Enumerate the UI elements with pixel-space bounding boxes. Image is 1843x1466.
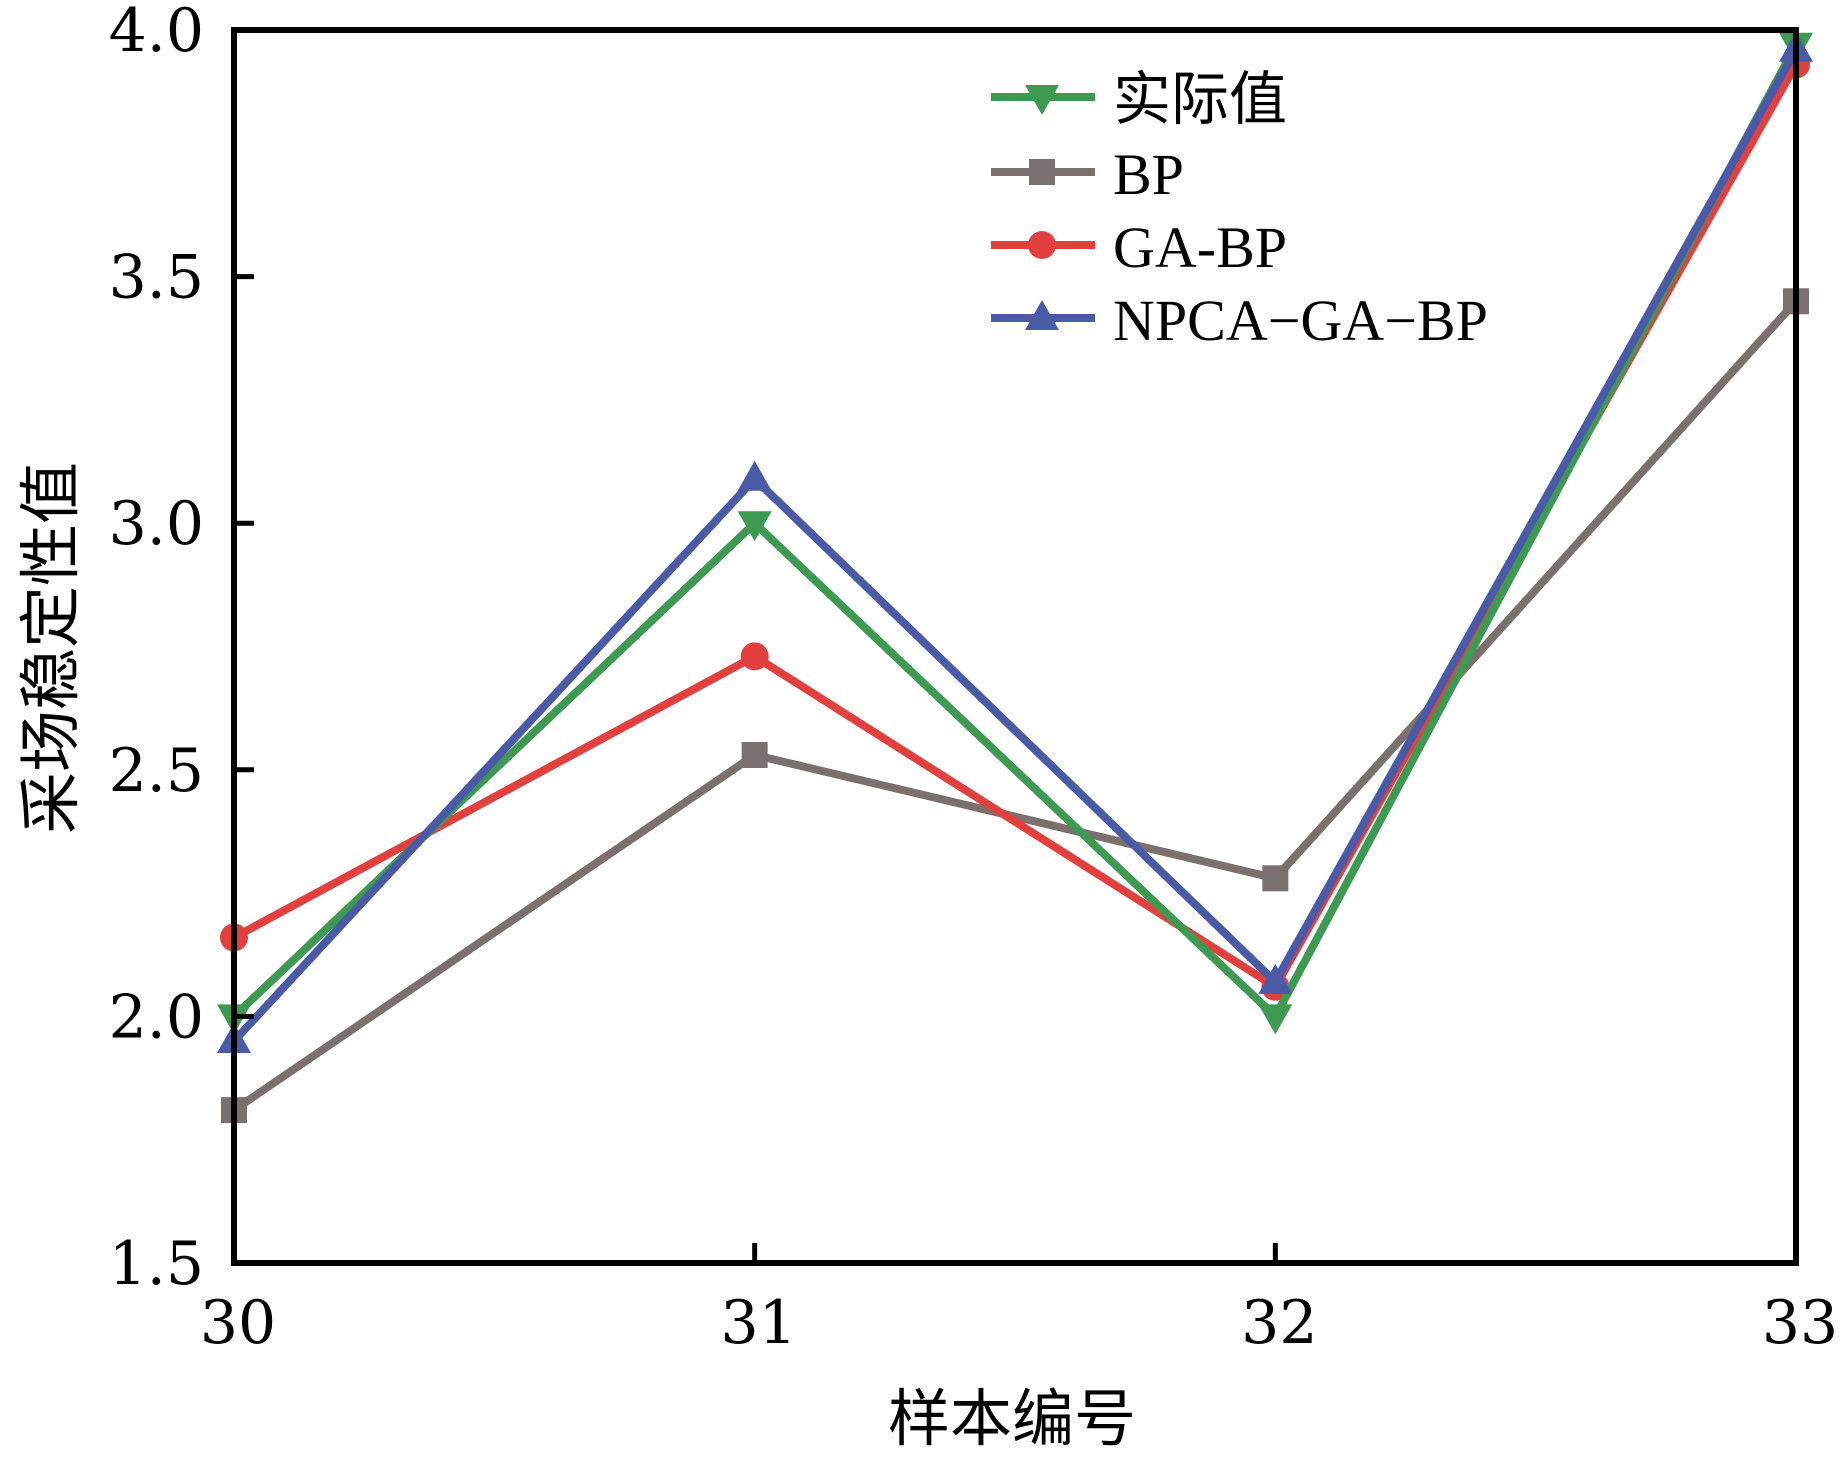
y-tick-label: 4.0 — [109, 0, 204, 66]
legend-label: 实际值 — [1113, 67, 1287, 132]
plot-frame — [231, 27, 1799, 1266]
x-axis-title: 样本编号 — [888, 1382, 1136, 1455]
y-tick-label: 2.0 — [109, 982, 204, 1052]
legend-marker — [1029, 159, 1055, 185]
legend-label: GA-BP — [1113, 215, 1287, 280]
data-point — [740, 642, 769, 671]
series-layer — [217, 31, 1813, 1124]
x-tick-label: 31 — [720, 1288, 796, 1358]
legend: 实际值 BP GA-BP NPCA−GA−BP — [991, 67, 1488, 353]
series-BP — [221, 288, 1809, 1124]
series-line — [231, 42, 1800, 1023]
x-tick-label: 33 — [1762, 1288, 1838, 1358]
y-tick-label: 3.5 — [109, 243, 204, 313]
data-point — [741, 742, 768, 769]
legend-item: BP — [991, 142, 1184, 207]
series-line — [232, 62, 1800, 993]
legend-marker — [1028, 231, 1056, 259]
series-line — [231, 47, 1800, 1044]
legend-item: GA-BP — [991, 215, 1287, 280]
data-point — [737, 460, 772, 491]
x-tick-label: 32 — [1241, 1288, 1317, 1358]
legend-label: BP — [1113, 142, 1184, 207]
y-tick-label: 3.0 — [109, 489, 204, 559]
series-line — [231, 298, 1799, 1114]
data-point — [1258, 963, 1293, 994]
series-实际值 — [217, 32, 1813, 1035]
legend-item: 实际值 — [991, 67, 1287, 132]
legend-marker — [1025, 300, 1059, 330]
y-tick-label: 1.5 — [109, 1229, 204, 1299]
series-GA-BP — [220, 50, 1810, 1001]
y-tick-label: 2.5 — [109, 736, 204, 806]
legend-marker — [1025, 85, 1059, 115]
legend-item: NPCA−GA−BP — [991, 288, 1488, 353]
x-tick-label: 30 — [200, 1288, 276, 1358]
data-point — [1258, 1004, 1293, 1035]
y-axis-title: 采场稳定性值 — [14, 462, 87, 834]
legend-label: NPCA−GA−BP — [1113, 288, 1488, 353]
ticks-layer: 30 31 32 33 1.5 2.0 2.5 3.0 3.5 4.0 — [109, 0, 1839, 1358]
data-point — [737, 511, 772, 542]
data-point — [1262, 865, 1289, 892]
